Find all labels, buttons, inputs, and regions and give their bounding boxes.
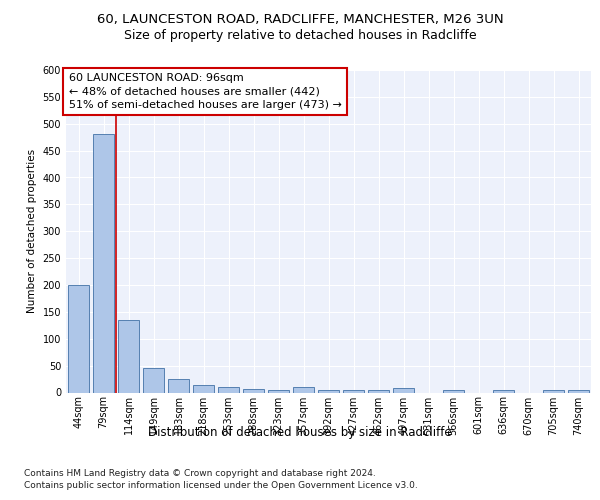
Bar xyxy=(143,368,164,392)
Bar xyxy=(343,390,364,392)
Text: Distribution of detached houses by size in Radcliffe: Distribution of detached houses by size … xyxy=(148,426,452,439)
Text: Size of property relative to detached houses in Radcliffe: Size of property relative to detached ho… xyxy=(124,29,476,42)
Text: Contains public sector information licensed under the Open Government Licence v3: Contains public sector information licen… xyxy=(24,481,418,490)
Text: Contains HM Land Registry data © Crown copyright and database right 2024.: Contains HM Land Registry data © Crown c… xyxy=(24,469,376,478)
Bar xyxy=(493,390,514,392)
Bar xyxy=(268,390,289,392)
Text: 60, LAUNCESTON ROAD, RADCLIFFE, MANCHESTER, M26 3UN: 60, LAUNCESTON ROAD, RADCLIFFE, MANCHEST… xyxy=(97,12,503,26)
Bar xyxy=(568,390,589,392)
Text: 60 LAUNCESTON ROAD: 96sqm
← 48% of detached houses are smaller (442)
51% of semi: 60 LAUNCESTON ROAD: 96sqm ← 48% of detac… xyxy=(68,73,341,110)
Bar xyxy=(193,385,214,392)
Bar xyxy=(543,390,564,392)
Bar xyxy=(68,285,89,393)
Bar xyxy=(393,388,414,392)
Bar xyxy=(368,390,389,392)
Bar xyxy=(168,378,189,392)
Bar xyxy=(293,387,314,392)
Bar xyxy=(443,390,464,392)
Bar xyxy=(243,390,264,392)
Bar xyxy=(118,320,139,392)
Bar xyxy=(318,390,339,392)
Y-axis label: Number of detached properties: Number of detached properties xyxy=(27,149,37,314)
Bar xyxy=(93,134,114,392)
Bar xyxy=(218,386,239,392)
